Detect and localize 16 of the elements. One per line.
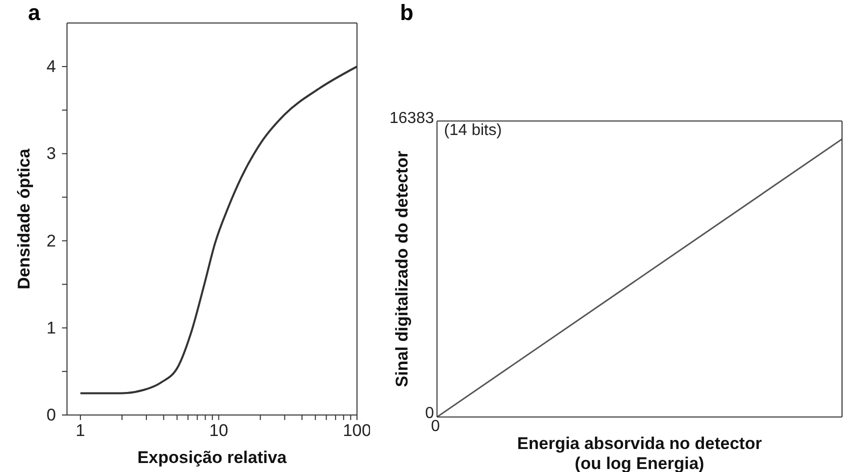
- y-tick-label: 0: [46, 406, 56, 424]
- text: 16383: [390, 110, 434, 128]
- y-tick-label: 1: [46, 318, 56, 338]
- y-tick-label: 2: [46, 231, 56, 250]
- text: (14 bits): [444, 122, 502, 140]
- y-axis-title: Sinal digitalizado do detector: [392, 150, 412, 388]
- y-tick-label: 4: [46, 57, 56, 76]
- x-tick-label: 1: [76, 421, 86, 440]
- text: 0: [431, 418, 440, 436]
- x-axis-title: Exposição relativa: [137, 448, 288, 467]
- chart-title: a: [28, 0, 40, 26]
- y-tick-label: 3: [46, 144, 56, 164]
- chart-title: b: [400, 0, 414, 26]
- annotation: 0: [425, 405, 434, 422]
- x-tick-label: 10: [209, 421, 228, 440]
- y-axis-title: Densidade óptica: [14, 148, 34, 290]
